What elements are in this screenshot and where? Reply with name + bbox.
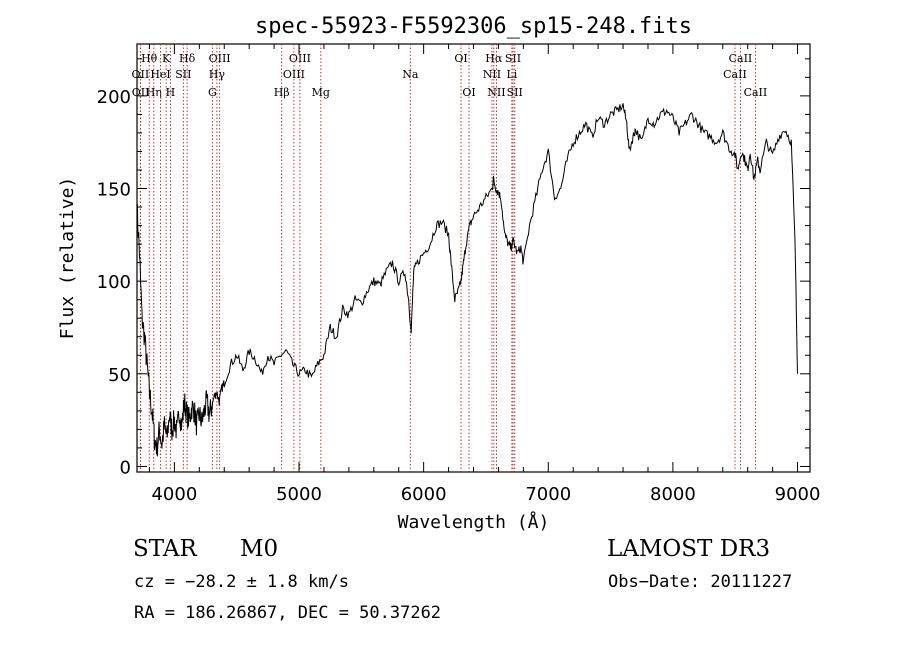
line-label-17: OI [454, 52, 467, 65]
line-label-27: CaII [744, 86, 768, 99]
line-label-4: HeI [150, 68, 170, 81]
plot-frame [136, 43, 811, 473]
line-label-16: Na [402, 68, 419, 81]
redshift-cz: cz = −28.2 ± 1.8 km/s [134, 572, 349, 592]
line-label-19: Hα [485, 52, 503, 65]
chart-title: spec-55923-F5592306_sp15-248.fits [255, 14, 692, 39]
x-tick-label-1: 5000 [276, 484, 322, 505]
line-label-5: K [162, 52, 171, 65]
line-label-15: Mg [312, 86, 330, 99]
object-subclass: M0 [240, 536, 279, 562]
x-tick-label-4: 8000 [650, 484, 696, 505]
line-label-24: SII [507, 86, 523, 99]
x-tick-label-0: 4000 [151, 484, 197, 505]
line-label-11: G [208, 86, 217, 99]
survey-name: LAMOST DR3 [607, 536, 771, 562]
line-label-6: H [166, 86, 176, 99]
line-label-1: OII [132, 68, 150, 81]
x-tick-label-3: 7000 [525, 484, 571, 505]
line-label-18: OI [462, 86, 475, 99]
x-tick-label-2: 6000 [401, 484, 447, 505]
line-label-23: Li [506, 68, 517, 81]
line-label-21: NII [487, 86, 505, 99]
line-label-0: Hθ [141, 52, 158, 65]
line-label-10: Hγ [209, 68, 226, 81]
x-tick-label-5: 9000 [775, 484, 821, 505]
y-axis-label: Flux (relative) [57, 177, 78, 340]
spectrum-series-line [136, 103, 798, 457]
coordinates: RA = 186.26867, DEC = 50.37262 [134, 603, 442, 623]
y-tick-label-1: 50 [108, 365, 131, 386]
y-tick-label-2: 100 [97, 272, 131, 293]
y-tick-label-0: 0 [120, 457, 131, 478]
line-label-3: Hη [146, 86, 162, 99]
line-label-12: Hβ [274, 86, 290, 99]
line-label-13: OIII [289, 52, 311, 65]
line-label-7: Hδ [179, 52, 196, 65]
line-label-22: SII [505, 52, 521, 65]
x-axis-label: Wavelength (Å) [398, 511, 550, 533]
line-label-25: CaII [729, 52, 753, 65]
object-class: STAR [133, 536, 197, 562]
line-label-8: SII [175, 68, 191, 81]
line-label-14: OIII [283, 68, 305, 81]
line-label-9: OIII [209, 52, 231, 65]
obs-date: Obs−Date: 20111227 [608, 572, 793, 592]
line-label-26: CaII [723, 68, 747, 81]
line-label-20: NII [483, 68, 501, 81]
y-tick-label-4: 200 [97, 87, 131, 108]
y-tick-label-3: 150 [97, 180, 131, 201]
